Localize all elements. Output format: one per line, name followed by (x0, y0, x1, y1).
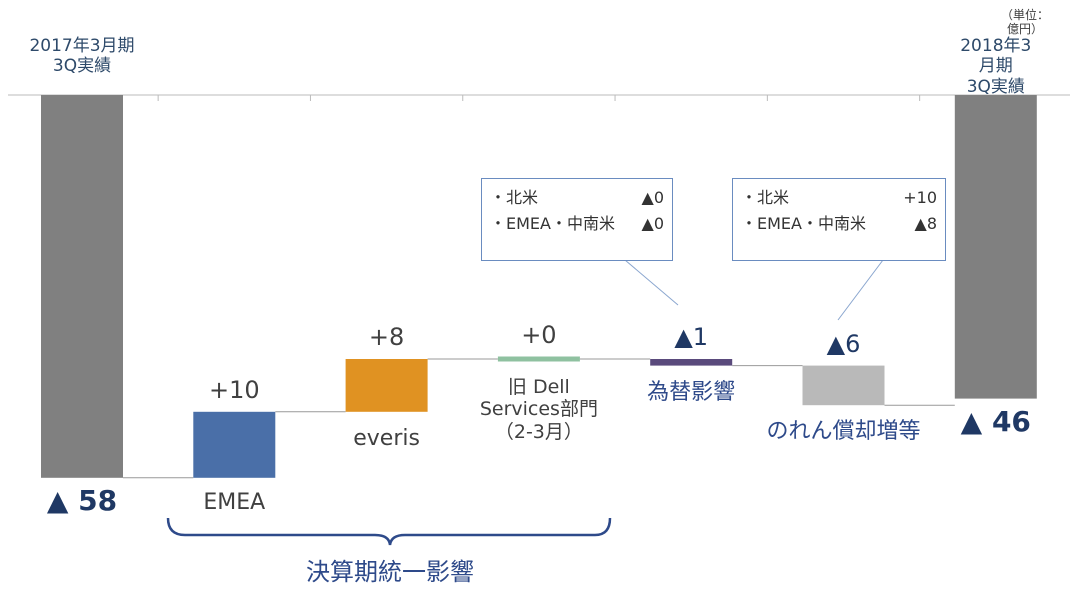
value-label: ▲ 46 (960, 404, 1031, 438)
category-label: 2018年3月期 3Q実績 (960, 36, 1032, 97)
value-label: +0 (521, 320, 557, 349)
bar (954, 95, 1037, 399)
value-label: +10 (208, 375, 260, 404)
callout-box: ・北米 ▲0 ・EMEA・中南米 ▲0 (481, 178, 673, 261)
category-label: EMEA (203, 489, 266, 515)
bracket-label: 決算期統一影響 (306, 558, 474, 586)
category-label: 2017年3月期 3Q実績 (29, 36, 135, 77)
callout-text: ・EMEA・中南米 (490, 214, 615, 233)
category-label: 旧 Dell Services部門 （2-3月） (479, 375, 598, 444)
bracket (166, 517, 612, 546)
callout-text: ・北米 (741, 188, 790, 207)
callout-text: +10 (903, 188, 937, 207)
callout-row: ・EMEA・中南米 ▲0 (490, 211, 664, 237)
bar (41, 95, 123, 478)
bar (802, 365, 885, 406)
callout-row: ・北米 +10 (741, 185, 937, 211)
bar (193, 411, 276, 478)
callout-text: ・北米 (490, 188, 539, 207)
value-label: ▲ 58 (46, 483, 118, 517)
callout-text: ▲8 (914, 214, 937, 233)
callout-row: ・北米 ▲0 (490, 185, 664, 211)
bar (497, 356, 580, 362)
bar (650, 359, 733, 366)
category-label: everis (353, 425, 420, 451)
callout-text: ▲0 (641, 188, 664, 207)
callout-box: ・北米 +10 ・EMEA・中南米 ▲8 (732, 178, 946, 261)
callout-text: ・EMEA・中南米 (741, 214, 866, 233)
value-label: +8 (368, 323, 405, 351)
category-label: 為替影響 (647, 379, 736, 405)
callout-text: ▲0 (641, 214, 664, 233)
callout-row: ・EMEA・中南米 ▲8 (741, 211, 937, 237)
bar (345, 359, 428, 412)
value-label: ▲6 (826, 329, 861, 358)
callout-pointer (624, 259, 679, 306)
value-label: ▲1 (674, 323, 709, 351)
category-label: のれん償却増等 (766, 419, 921, 445)
unit-label: （単位：億円） (1000, 8, 1049, 37)
callout-pointer (837, 259, 884, 321)
